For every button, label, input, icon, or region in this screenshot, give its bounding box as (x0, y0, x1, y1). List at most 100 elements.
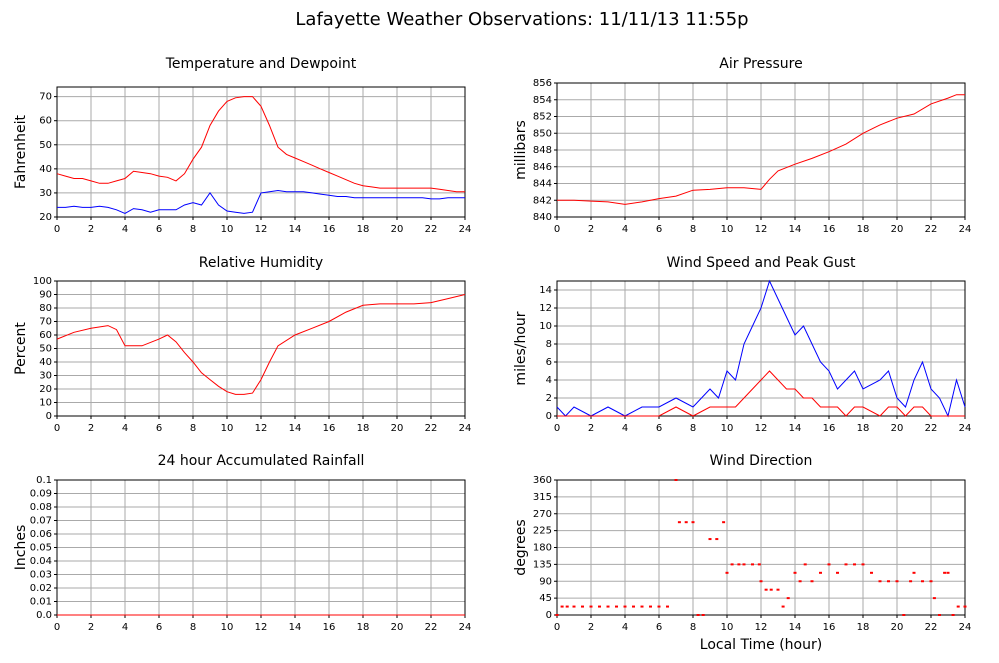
data-point (666, 605, 669, 608)
x-tick-label: 8 (190, 622, 196, 633)
x-tick-label: 0 (54, 423, 60, 434)
chart-panel: 24 hour Accumulated Rainfall Inches 0.0 0.0… (13, 453, 471, 633)
y-tick-label: 30 (39, 371, 52, 382)
plot-frame (56, 280, 466, 417)
chart-title: 24 hour Accumulated Rainfall (158, 453, 365, 469)
x-tick-label: 6 (156, 423, 162, 434)
data-point (764, 588, 768, 591)
y-tick-label: 854 (533, 95, 552, 106)
data-point (572, 605, 576, 608)
x-tick-label: 14 (289, 622, 302, 633)
y-tick-label: 315 (533, 492, 552, 503)
chart-panel: Wind Direction degrees Local Time (hour) 0 4… (513, 453, 971, 653)
x-tick-label: 10 (221, 423, 234, 434)
chart-title: Relative Humidity (199, 255, 323, 271)
data-point (657, 605, 661, 608)
data-point (555, 614, 559, 616)
data-point (725, 571, 729, 574)
y-tick-label: 360 (533, 475, 552, 486)
x-tick-label: 4 (122, 622, 128, 633)
chart-title: Temperature and Dewpoint (165, 56, 357, 72)
data-point (589, 605, 593, 608)
data-point (946, 571, 950, 574)
data-point (938, 614, 941, 616)
x-tick-label: 0 (554, 622, 560, 633)
data-line (56, 96, 465, 193)
data-point (912, 571, 916, 574)
x-tick-label: 14 (289, 224, 302, 235)
x-tick-label: 14 (789, 423, 802, 434)
data-point (781, 605, 785, 608)
y-tick-label: 90 (539, 576, 552, 587)
y-tick-label: 80 (39, 303, 52, 314)
x-tick-label: 16 (823, 224, 836, 235)
x-tick-label: 16 (323, 622, 336, 633)
x-tick-label: 12 (255, 224, 268, 235)
x-tick-label: 2 (88, 224, 94, 235)
x-tick-label: 22 (925, 423, 938, 434)
x-tick-label: 16 (323, 224, 336, 235)
x-tick-label: 6 (656, 423, 662, 434)
y-tick-label: 14 (539, 285, 552, 296)
page-title: Lafayette Weather Observations: 11/11/13… (295, 9, 748, 30)
y-tick-label: 60 (39, 330, 52, 341)
x-tick-label: 10 (221, 224, 234, 235)
y-tick-label: 70 (39, 92, 52, 103)
y-tick-label: 90 (39, 290, 52, 301)
x-tick-label: 18 (857, 622, 870, 633)
y-axis-label: millibars (513, 120, 529, 180)
y-tick-label: 30 (39, 188, 52, 199)
y-tick-label: 0.05 (30, 543, 52, 554)
x-tick-label: 10 (221, 622, 234, 633)
data-point (737, 563, 741, 566)
data-point (759, 580, 763, 583)
data-point (836, 571, 839, 574)
x-axis-label: Local Time (hour) (700, 637, 822, 653)
x-tick-label: 16 (823, 423, 836, 434)
x-tick-label: 20 (891, 224, 904, 235)
data-line (557, 94, 965, 205)
x-tick-label: 14 (789, 224, 802, 235)
x-tick-label: 24 (959, 224, 972, 235)
y-tick-label: 846 (533, 162, 552, 173)
data-point (677, 521, 681, 524)
x-tick-label: 4 (122, 423, 128, 434)
chart-title: Air Pressure (719, 56, 802, 72)
data-point (798, 580, 802, 583)
y-tick-label: 10 (39, 398, 52, 409)
x-tick-label: 14 (289, 423, 302, 434)
plot-frame (556, 479, 966, 616)
y-tick-label: 0 (546, 411, 552, 422)
x-tick-label: 24 (959, 423, 972, 434)
x-tick-label: 6 (656, 224, 662, 235)
chart-panel: Air Pressuremillibars8408428448468488508… (513, 56, 971, 235)
plot-frame (556, 82, 966, 218)
y-tick-label: 60 (39, 116, 52, 127)
data-point (870, 571, 873, 574)
x-tick-label: 16 (823, 622, 836, 633)
x-tick-label: 8 (690, 224, 696, 235)
data-point (827, 563, 831, 566)
data-point (757, 563, 761, 566)
chart-title: Wind Speed and Peak Gust (667, 255, 856, 271)
y-tick-label: 0.08 (30, 502, 52, 513)
y-axis-label: Inches (13, 525, 29, 570)
data-point (932, 597, 936, 600)
x-tick-label: 10 (721, 224, 734, 235)
y-tick-label: 0.07 (30, 516, 52, 527)
data-point (878, 580, 882, 583)
data-line (556, 279, 966, 418)
data-point (742, 563, 746, 566)
y-axis-label: degrees (513, 519, 529, 575)
x-tick-label: 12 (255, 423, 268, 434)
y-tick-label: 100 (33, 276, 52, 287)
x-tick-label: 4 (622, 622, 628, 633)
data-point (696, 614, 700, 616)
x-tick-label: 22 (925, 224, 938, 235)
x-tick-label: 20 (391, 224, 404, 235)
chart-panel: Temperature and DewpointFahrenheit203040… (13, 56, 471, 235)
data-point (793, 571, 797, 574)
data-point (701, 614, 705, 616)
y-tick-label: 0.0 (36, 610, 52, 621)
x-tick-label: 4 (622, 224, 628, 235)
